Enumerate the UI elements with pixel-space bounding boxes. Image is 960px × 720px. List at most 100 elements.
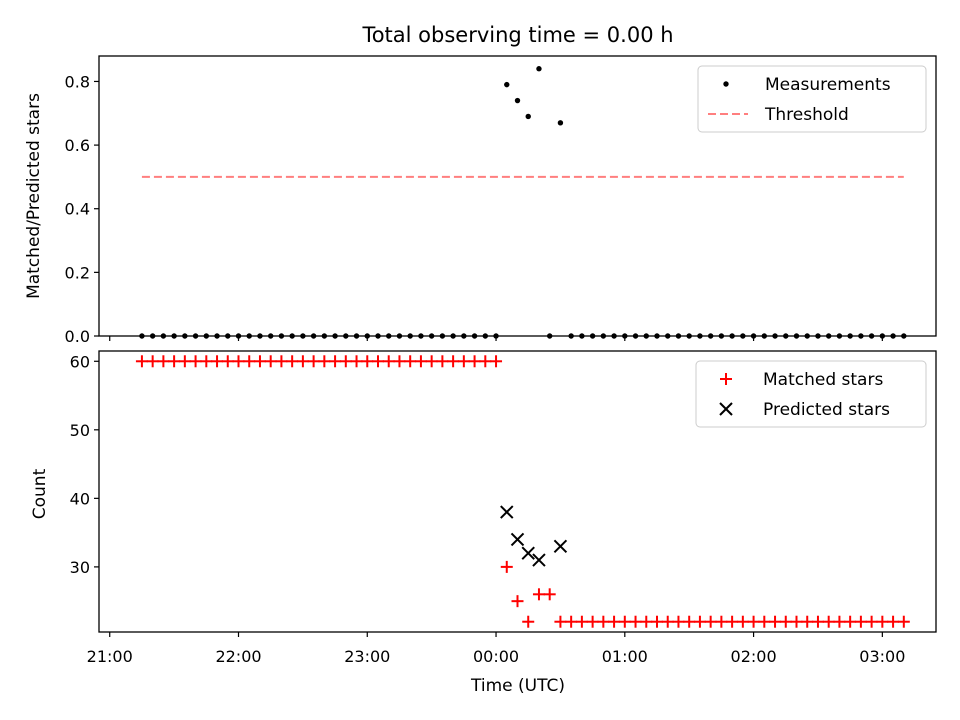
- matched-star-point: [221, 355, 234, 368]
- top-y-axis: 0.0 0.2 0.4 0.6 0.8: [65, 72, 99, 346]
- bottom-x-axis: 21:00 22:00 23:00 00:00 01:00 02:00 03:00: [87, 632, 905, 666]
- bottom-plot-frame: [98, 350, 937, 633]
- matched-star-point: [683, 615, 696, 628]
- matched-star-point: [318, 355, 331, 368]
- matched-star-point: [897, 615, 910, 628]
- top-legend: Measurements Threshold: [697, 65, 927, 133]
- legend-threshold-label: Threshold: [764, 105, 849, 125]
- matched-star-point: [833, 615, 846, 628]
- matched-star-point: [586, 615, 599, 628]
- top-y-tick-label: 0.8: [65, 72, 90, 91]
- matched-star-point: [296, 355, 309, 368]
- matched-star-point: [232, 355, 245, 368]
- matched-star-point: [640, 615, 653, 628]
- legend-matched-marker: [720, 373, 732, 385]
- matched-star-point: [629, 615, 642, 628]
- matched-star-point: [168, 355, 181, 368]
- matched-star-point: [436, 355, 449, 368]
- top-y-tick-label: 0.2: [65, 263, 90, 282]
- matched-star-point: [844, 615, 857, 628]
- matched-star-point: [500, 560, 513, 573]
- matched-star-point: [404, 355, 417, 368]
- matched-star-point: [135, 355, 148, 368]
- matched-star-point: [790, 615, 803, 628]
- top-y-tick-label: 0.0: [65, 327, 90, 346]
- x-tick-label: 21:00: [87, 647, 133, 666]
- matched-star-point: [382, 355, 395, 368]
- predicted-star-point: [500, 505, 514, 519]
- matched-star-point: [329, 355, 342, 368]
- matched-star-point: [608, 615, 621, 628]
- x-tick-label: 22:00: [215, 647, 261, 666]
- matched-star-point: [447, 355, 460, 368]
- matched-star-point: [854, 615, 867, 628]
- legend-matched-label: Matched stars: [763, 370, 883, 390]
- matched-star-point: [479, 355, 492, 368]
- top-y-tick-label: 0.6: [65, 136, 90, 155]
- x-tick-label: 03:00: [859, 647, 905, 666]
- matched-star-point: [597, 615, 610, 628]
- matched-star-point: [865, 615, 878, 628]
- matched-star-point: [253, 355, 266, 368]
- bottom-y-axis: 30 40 50 60: [70, 352, 99, 577]
- top-x-ticks: [109, 336, 883, 341]
- matched-star-point: [490, 355, 503, 368]
- legend-predicted-label: Predicted stars: [763, 400, 890, 420]
- matched-star-point: [511, 595, 524, 608]
- measurement-point: [525, 113, 531, 120]
- matched-star-point: [532, 588, 545, 601]
- matched-star-point: [693, 615, 706, 628]
- top-y-label: Matched/Predicted stars: [24, 93, 44, 299]
- matched-star-point: [769, 615, 782, 628]
- bottom-y-label: Count: [30, 468, 50, 519]
- matched-star-point: [565, 615, 578, 628]
- legend-measurements-label: Measurements: [765, 75, 891, 95]
- top-plot-frame: [98, 55, 937, 337]
- matched-star-point: [522, 615, 535, 628]
- matched-star-point: [661, 615, 674, 628]
- matched-star-point: [178, 355, 191, 368]
- matched-star-point: [146, 355, 159, 368]
- legend-measurements-marker: [723, 81, 729, 87]
- matched-star-point: [554, 615, 567, 628]
- matched-star-point: [618, 615, 631, 628]
- legend-predicted-marker: [719, 402, 733, 416]
- bottom-panel: 30 40 50 60 21:00 22:00 23:00 00:00 01:00 02:00 0…: [30, 350, 937, 696]
- matched-star-point: [189, 355, 202, 368]
- x-tick-label: 02:00: [731, 647, 777, 666]
- bottom-y-tick-label: 30: [70, 558, 90, 577]
- matched-star-point: [307, 355, 320, 368]
- matched-star-point: [361, 355, 374, 368]
- matched-star-point: [779, 615, 792, 628]
- matched-star-point: [811, 615, 824, 628]
- bottom-legend: Matched stars Predicted stars: [695, 360, 927, 428]
- matched-star-point: [425, 355, 438, 368]
- top-y-tick-label: 0.4: [65, 200, 90, 219]
- top-panel: 0.00.20.40.60.8 Matched/Predicted stars …: [24, 55, 937, 346]
- matched-star-point: [264, 355, 277, 368]
- bottom-y-tick-label: 40: [70, 489, 90, 508]
- matched-star-point: [747, 615, 760, 628]
- matched-star-point: [200, 355, 213, 368]
- x-tick-label: 00:00: [473, 647, 519, 666]
- matched-star-point: [286, 355, 299, 368]
- matched-star-point: [715, 615, 728, 628]
- matched-star-point: [275, 355, 288, 368]
- predicted-star-point: [553, 539, 568, 554]
- measurement-point: [504, 81, 510, 88]
- matched-star-point: [457, 355, 470, 368]
- matched-star-point: [651, 615, 663, 628]
- predicted-star-point: [521, 546, 535, 560]
- matched-star-point: [822, 615, 835, 628]
- matched-star-point: [801, 615, 814, 628]
- matched-star-point: [887, 615, 900, 628]
- matched-star-point: [726, 615, 739, 628]
- matched-star-point: [393, 355, 406, 368]
- x-tick-label: 23:00: [344, 647, 390, 666]
- matched-star-point: [339, 355, 352, 368]
- measurement-point: [514, 97, 521, 104]
- bottom-y-tick-label: 60: [70, 352, 90, 371]
- matched-star-point: [672, 615, 685, 628]
- bottom-y-tick-label: 50: [70, 421, 90, 440]
- matched-star-point: [350, 355, 363, 368]
